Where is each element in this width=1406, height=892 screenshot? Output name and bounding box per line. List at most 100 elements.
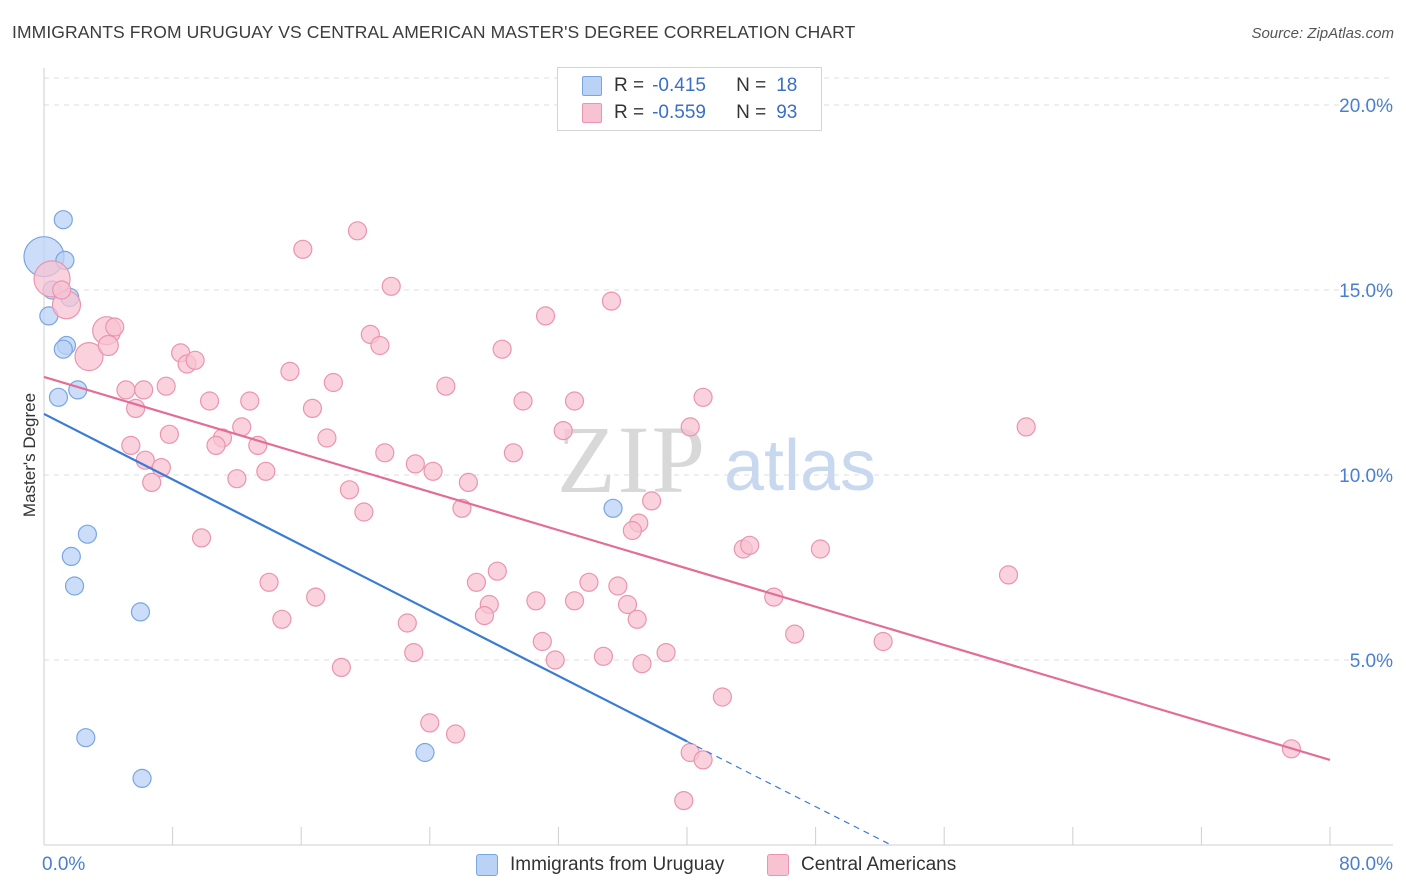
central-american-point-33 <box>323 372 343 393</box>
bottom-legend-swatch-uruguay <box>476 854 498 876</box>
bottom-legend-label-central-american: Central Americans <box>801 854 957 875</box>
central-american-point-76 <box>579 572 599 592</box>
central-american-point-82 <box>656 642 676 663</box>
series-central-american-points <box>33 221 1302 811</box>
central-american-point-39 <box>405 454 425 474</box>
central-american-point-41 <box>436 376 456 396</box>
legend-n-label: N = <box>736 75 767 96</box>
y-axis-label: Master's Degree <box>20 393 39 517</box>
central-american-point-80 <box>627 609 647 629</box>
y-tick-label-20: 20.0% <box>1339 96 1393 117</box>
central-american-point-5 <box>52 280 72 300</box>
central-american-point-78 <box>608 576 628 596</box>
central-american-point-73 <box>532 631 552 652</box>
grid-layer <box>44 77 1393 661</box>
uruguay-point-12 <box>64 576 85 596</box>
central-american-point-59 <box>998 565 1019 585</box>
central-american-point-81 <box>632 654 652 674</box>
central-american-point-88 <box>445 724 466 744</box>
central-american-point-62 <box>259 572 279 592</box>
y-tick-label-10: 10.0% <box>1339 466 1393 487</box>
central-american-point-32 <box>317 428 337 448</box>
central-american-point-77 <box>593 646 614 666</box>
central-american-point-55 <box>693 387 713 407</box>
uruguay-trendline-extension <box>686 740 892 846</box>
uruguay-point-15 <box>132 768 152 789</box>
legend-n-value-uruguay: 18 <box>776 75 798 96</box>
central-american-point-49 <box>553 421 573 441</box>
central-american-point-79 <box>617 594 638 615</box>
central-american-point-58 <box>810 539 831 559</box>
central-american-point-64 <box>306 587 326 607</box>
y-tick-label-15: 15.0% <box>1339 281 1393 302</box>
legend-swatch-central-american <box>582 103 602 123</box>
bottom-legend-swatch-central-american <box>767 854 789 876</box>
legend-r-label: R = <box>614 102 645 123</box>
central-american-point-53 <box>622 520 642 541</box>
uruguay-point-10 <box>77 524 98 544</box>
watermark-zip: ZIP <box>557 406 707 513</box>
chart-title: IMMIGRANTS FROM URUGUAY VS CENTRAL AMERI… <box>12 22 856 42</box>
central-american-point-30 <box>280 361 300 381</box>
central-american-point-63 <box>272 609 292 629</box>
central-american-point-45 <box>503 443 523 463</box>
legend-r-value-uruguay: -0.415 <box>652 75 706 96</box>
central-american-point-8 <box>347 221 368 241</box>
central-american-point-28 <box>227 469 247 489</box>
legend-r-label: R = <box>614 75 645 96</box>
central-american-point-46 <box>513 391 533 411</box>
central-american-point-57 <box>740 535 760 555</box>
central-american-point-9 <box>381 276 401 296</box>
central-american-point-70 <box>487 561 507 581</box>
central-american-point-11 <box>134 380 154 400</box>
series-uruguay-points <box>23 210 623 789</box>
uruguay-point-13 <box>130 602 151 622</box>
central-american-point-86 <box>873 631 893 652</box>
central-american-point-10 <box>116 380 136 400</box>
central-american-point-91 <box>674 790 694 811</box>
central-american-point-74 <box>545 650 565 670</box>
uruguay-point-17 <box>603 498 623 518</box>
bottom-legend-label-uruguay: Immigrants from Uruguay <box>510 854 725 875</box>
watermark: ZIP atlas <box>557 406 876 513</box>
central-american-point-44 <box>492 339 512 359</box>
source-label: Source: ZipAtlas.com <box>1251 25 1394 42</box>
central-american-point-87 <box>420 713 440 733</box>
x-tick-label-max: 80.0% <box>1339 854 1393 875</box>
legend-r-value-central-american: -0.559 <box>652 102 706 123</box>
central-american-point-23 <box>156 376 176 396</box>
central-american-point-38 <box>375 443 395 463</box>
central-american-trendline <box>43 375 1331 761</box>
central-american-point-36 <box>339 480 360 500</box>
central-american-point-50 <box>601 291 622 311</box>
central-american-point-29 <box>256 461 276 481</box>
central-american-point-6 <box>105 317 125 337</box>
bottom-legend-uruguay: Immigrants from Uruguay <box>476 852 724 878</box>
central-american-point-52 <box>642 491 662 511</box>
central-american-point-61 <box>191 528 212 548</box>
uruguay-point-1 <box>53 210 73 230</box>
central-american-point-66 <box>397 613 417 633</box>
central-american-point-71 <box>474 605 495 626</box>
central-american-point-67 <box>404 642 424 663</box>
central-american-point-17 <box>240 391 260 411</box>
central-american-point-31 <box>302 398 323 418</box>
legend-row-uruguay: R = -0.415 N = 18 <box>582 72 797 100</box>
central-american-point-20 <box>206 435 226 455</box>
central-american-point-83 <box>712 687 732 707</box>
watermark-atlas: atlas <box>724 426 876 506</box>
central-american-point-3 <box>74 342 104 372</box>
x-tick-label-min: 0.0% <box>42 854 85 875</box>
central-american-point-90 <box>693 750 713 770</box>
central-american-point-24 <box>121 435 141 455</box>
legend-n-label: N = <box>736 102 767 123</box>
legend-swatch-uruguay <box>582 76 602 96</box>
central-american-point-35 <box>370 335 390 356</box>
y-tick-label-5: 5.0% <box>1350 651 1393 672</box>
trend-lines <box>43 375 1331 846</box>
central-american-point-60 <box>1016 417 1036 437</box>
central-american-point-22 <box>159 424 179 444</box>
legend-row-central-american: R = -0.559 N = 93 <box>582 99 797 127</box>
central-american-point-43 <box>458 472 478 492</box>
